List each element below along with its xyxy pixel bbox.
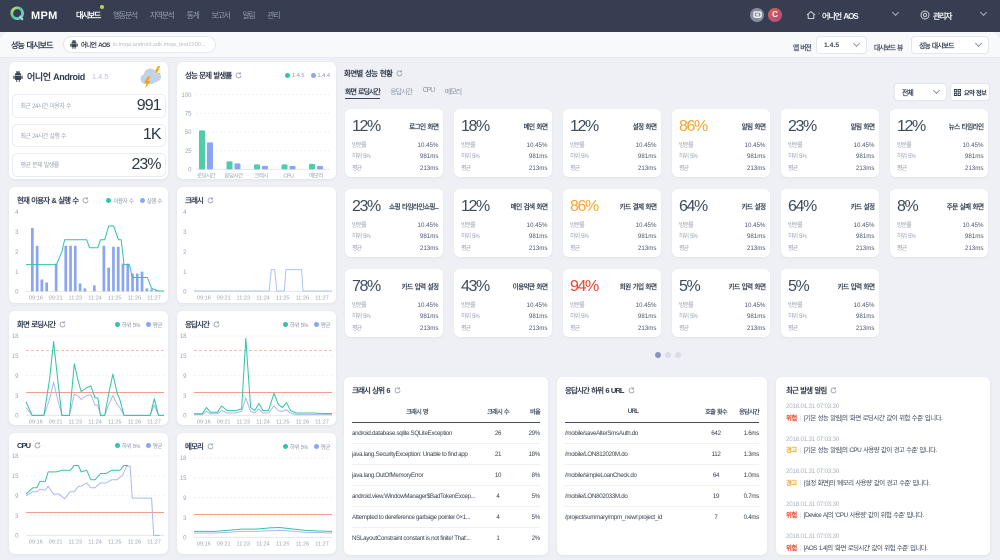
svg-text:3: 3 — [15, 394, 19, 400]
svg-text:09:21: 09:21 — [49, 420, 63, 426]
svg-text:11:25: 11:25 — [276, 296, 290, 302]
svg-text:11:26: 11:26 — [296, 542, 310, 548]
svg-text:11:25: 11:25 — [108, 540, 122, 546]
svg-text:2: 2 — [183, 250, 187, 256]
svg-text:09:21: 09:21 — [49, 296, 63, 302]
svg-text:응답시간: 응답시간 — [224, 172, 243, 180]
svg-text:18: 18 — [12, 334, 19, 340]
svg-text:CPU: CPU — [283, 174, 294, 180]
svg-text:11:24: 11:24 — [88, 540, 102, 546]
svg-text:0: 0 — [183, 290, 187, 296]
svg-text:크래시: 크래시 — [254, 172, 268, 180]
svg-text:11:24: 11:24 — [256, 420, 270, 426]
svg-text:로딩시간: 로딩시간 — [197, 172, 216, 180]
svg-text:100: 100 — [181, 93, 192, 99]
svg-text:11:23: 11:23 — [237, 542, 251, 548]
svg-text:9: 9 — [15, 494, 19, 500]
svg-text:0: 0 — [15, 414, 19, 420]
svg-text:75: 75 — [185, 112, 192, 118]
svg-text:11:26: 11:26 — [296, 296, 310, 302]
svg-text:18: 18 — [180, 456, 187, 462]
svg-text:11:23: 11:23 — [69, 296, 83, 302]
svg-text:09:16: 09:16 — [197, 542, 211, 548]
svg-text:4: 4 — [15, 210, 19, 216]
svg-text:3: 3 — [15, 230, 19, 236]
svg-text:11:24: 11:24 — [88, 420, 102, 426]
svg-text:11:23: 11:23 — [237, 420, 251, 426]
svg-text:11:25: 11:25 — [108, 420, 122, 426]
svg-text:0: 0 — [183, 414, 187, 420]
svg-text:3: 3 — [183, 230, 187, 236]
svg-text:11:27: 11:27 — [147, 420, 161, 426]
svg-text:9: 9 — [15, 374, 19, 380]
svg-text:9: 9 — [183, 374, 187, 380]
svg-text:0: 0 — [188, 168, 192, 174]
svg-text:11:26: 11:26 — [296, 420, 310, 426]
svg-text:11:24: 11:24 — [88, 296, 102, 302]
svg-text:11:26: 11:26 — [128, 420, 142, 426]
svg-text:11:26: 11:26 — [128, 540, 142, 546]
svg-text:09:16: 09:16 — [197, 296, 211, 302]
svg-text:25: 25 — [185, 149, 192, 155]
svg-text:09:16: 09:16 — [29, 296, 43, 302]
svg-text:11:24: 11:24 — [256, 542, 270, 548]
svg-text:18: 18 — [12, 454, 19, 460]
svg-text:11:27: 11:27 — [315, 296, 329, 302]
svg-text:메모리: 메모리 — [309, 172, 323, 180]
svg-text:11:23: 11:23 — [69, 540, 83, 546]
svg-text:09:21: 09:21 — [49, 540, 63, 546]
svg-text:9: 9 — [183, 496, 187, 502]
svg-text:50: 50 — [185, 130, 192, 136]
svg-text:3: 3 — [15, 514, 19, 520]
svg-text:11:24: 11:24 — [256, 296, 270, 302]
svg-text:11:23: 11:23 — [69, 420, 83, 426]
svg-text:0: 0 — [15, 290, 19, 296]
svg-text:1: 1 — [15, 270, 19, 276]
svg-text:11:27: 11:27 — [315, 542, 329, 548]
svg-text:15: 15 — [180, 354, 187, 360]
svg-text:09:21: 09:21 — [217, 542, 231, 548]
svg-text:09:21: 09:21 — [217, 420, 231, 426]
svg-text:15: 15 — [12, 354, 19, 360]
svg-text:11:25: 11:25 — [108, 296, 122, 302]
svg-text:11:25: 11:25 — [276, 420, 290, 426]
svg-text:3: 3 — [183, 516, 187, 522]
svg-text:0: 0 — [15, 534, 19, 540]
svg-text:09:16: 09:16 — [29, 540, 43, 546]
svg-text:11:27: 11:27 — [147, 296, 161, 302]
svg-text:2: 2 — [15, 250, 19, 256]
svg-text:09:21: 09:21 — [217, 296, 231, 302]
svg-text:15: 15 — [12, 474, 19, 480]
svg-text:15: 15 — [180, 476, 187, 482]
svg-text:11:25: 11:25 — [276, 542, 290, 548]
svg-text:0: 0 — [183, 536, 187, 542]
svg-text:11:23: 11:23 — [237, 296, 251, 302]
svg-text:1: 1 — [183, 270, 187, 276]
svg-text:4: 4 — [183, 210, 187, 216]
svg-text:11:26: 11:26 — [128, 296, 142, 302]
svg-text:3: 3 — [183, 394, 187, 400]
svg-text:11:27: 11:27 — [315, 420, 329, 426]
svg-text:11:27: 11:27 — [147, 540, 161, 546]
svg-text:09:16: 09:16 — [29, 420, 43, 426]
svg-text:18: 18 — [180, 334, 187, 340]
svg-text:09:16: 09:16 — [197, 420, 211, 426]
